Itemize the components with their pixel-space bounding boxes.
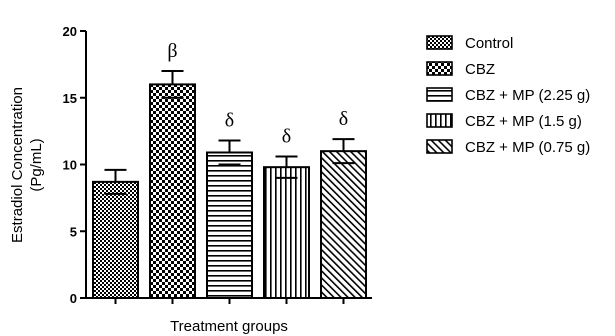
legend-label: Control — [465, 35, 513, 52]
y-tick-label: 5 — [70, 224, 77, 239]
legend-label: CBZ + MP (0.75 g) — [465, 139, 590, 156]
legend-swatch — [426, 87, 453, 102]
y-tick-label: 0 — [70, 291, 77, 306]
y-axis-label-unit: (Pg/mL) — [28, 138, 45, 191]
y-tick-label: 20 — [63, 24, 77, 39]
bar — [206, 151, 253, 299]
significance-label: δ — [225, 109, 234, 131]
x-axis-label: Treatment groups — [170, 318, 288, 335]
y-tick-label: 15 — [63, 91, 77, 106]
legend-swatch — [426, 35, 453, 50]
y-axis-label: Estradiol Concentration — [9, 87, 26, 243]
bar — [320, 150, 367, 299]
bar — [263, 166, 310, 299]
legend-swatch — [426, 113, 453, 128]
bar — [149, 83, 196, 300]
legend-swatch — [426, 61, 453, 76]
significance-label: β — [167, 40, 177, 62]
legend-label: CBZ + MP (2.25 g) — [465, 87, 590, 104]
legend-label: CBZ — [465, 61, 495, 78]
legend-label: CBZ + MP (1.5 g) — [465, 113, 582, 130]
y-tick-label: 10 — [63, 158, 77, 173]
bar — [92, 180, 139, 299]
legend-swatch — [426, 139, 453, 154]
significance-label: δ — [282, 125, 291, 147]
significance-label: δ — [339, 108, 348, 130]
